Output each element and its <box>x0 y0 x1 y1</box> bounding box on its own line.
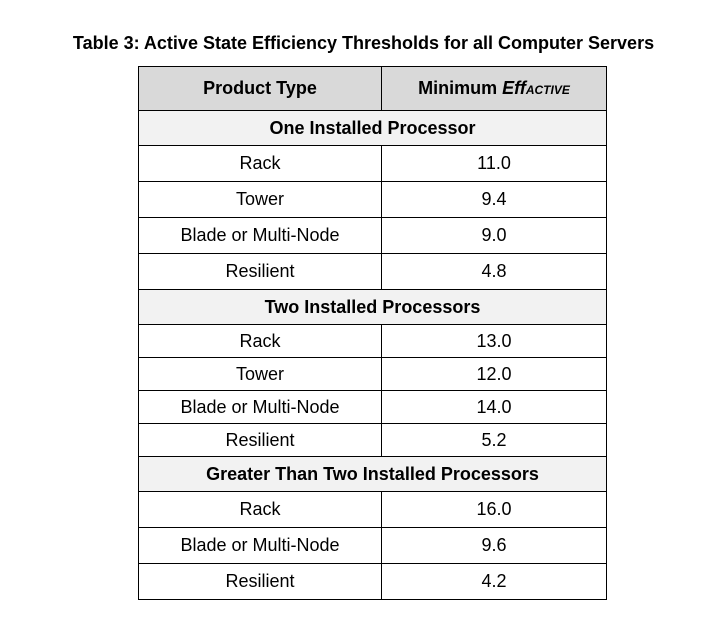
value-cell: 16.0 <box>381 491 607 528</box>
section-title: Greater Than Two Installed Processors <box>138 456 607 492</box>
table-row: Rack 16.0 <box>138 491 607 528</box>
product-type-cell: Resilient <box>138 253 382 290</box>
header-minimum-label: Minimum <box>418 78 503 98</box>
value-cell: 4.8 <box>381 253 607 290</box>
product-type-cell: Resilient <box>138 423 382 457</box>
section-row: Two Installed Processors <box>138 289 607 325</box>
product-type-cell: Blade or Multi-Node <box>138 390 382 424</box>
header-row: Product Type Minimum EffACTIVE <box>138 66 607 111</box>
section-row: One Installed Processor <box>138 110 607 146</box>
value-cell: 9.6 <box>381 527 607 564</box>
table-caption: Table 3: Active State Efficiency Thresho… <box>72 33 655 53</box>
product-type-cell: Tower <box>138 357 382 391</box>
product-type-cell: Rack <box>138 324 382 358</box>
value-cell: 9.4 <box>381 181 607 218</box>
table-row: Tower 12.0 <box>138 357 607 391</box>
header-minimum-eff-active: Minimum EffACTIVE <box>381 66 607 111</box>
product-type-cell: Tower <box>138 181 382 218</box>
header-product-type: Product Type <box>138 66 382 111</box>
product-type-cell: Rack <box>138 491 382 528</box>
header-eff-label: Eff <box>502 78 526 98</box>
product-type-cell: Blade or Multi-Node <box>138 527 382 564</box>
table-row: Rack 11.0 <box>138 145 607 182</box>
table-row: Tower 9.4 <box>138 181 607 218</box>
section-title: One Installed Processor <box>138 110 607 146</box>
table-row: Resilient 5.2 <box>138 423 607 457</box>
table-row: Resilient 4.2 <box>138 563 607 600</box>
value-cell: 12.0 <box>381 357 607 391</box>
section-title: Two Installed Processors <box>138 289 607 325</box>
table-row: Resilient 4.8 <box>138 253 607 290</box>
product-type-cell: Resilient <box>138 563 382 600</box>
table-row: Blade or Multi-Node 14.0 <box>138 390 607 424</box>
section-row: Greater Than Two Installed Processors <box>138 456 607 492</box>
value-cell: 11.0 <box>381 145 607 182</box>
value-cell: 5.2 <box>381 423 607 457</box>
product-type-cell: Blade or Multi-Node <box>138 217 382 254</box>
value-cell: 14.0 <box>381 390 607 424</box>
efficiency-thresholds-table: Product Type Minimum EffACTIVE One Insta… <box>138 66 607 600</box>
table-row: Blade or Multi-Node 9.0 <box>138 217 607 254</box>
table-row: Blade or Multi-Node 9.6 <box>138 527 607 564</box>
table-row: Rack 13.0 <box>138 324 607 358</box>
value-cell: 4.2 <box>381 563 607 600</box>
product-type-cell: Rack <box>138 145 382 182</box>
header-active-subscript: ACTIVE <box>525 83 570 97</box>
value-cell: 9.0 <box>381 217 607 254</box>
value-cell: 13.0 <box>381 324 607 358</box>
